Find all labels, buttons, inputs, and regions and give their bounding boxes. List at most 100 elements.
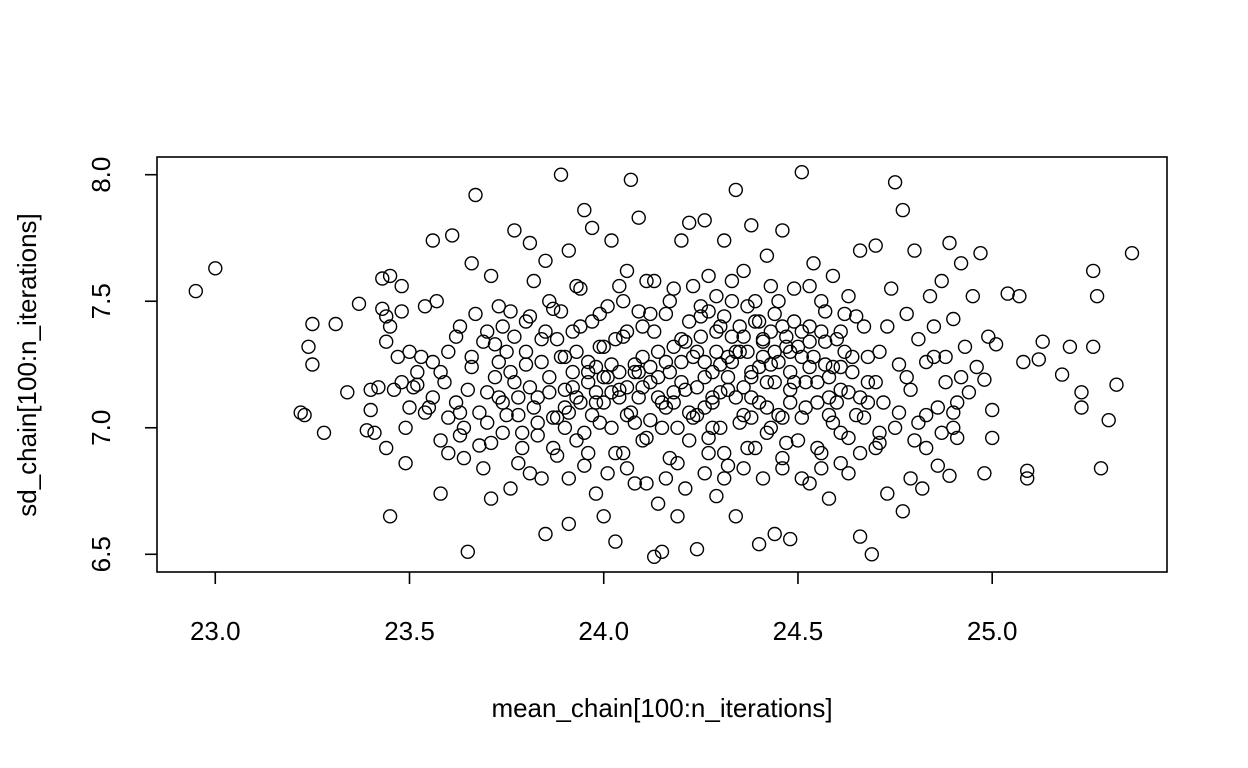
scatter-point xyxy=(460,382,475,397)
scatter-point xyxy=(495,395,510,410)
scatter-point xyxy=(619,324,635,339)
scatter-point xyxy=(487,370,503,385)
scatter-point xyxy=(542,370,557,385)
scatter-point xyxy=(511,390,526,405)
scatter-point xyxy=(678,382,693,397)
scatter-point xyxy=(705,390,720,405)
scatter-point xyxy=(577,425,592,440)
scatter-point xyxy=(755,349,771,365)
scatter-point xyxy=(724,354,740,370)
scatter-point xyxy=(751,314,767,329)
scatter-point xyxy=(930,400,945,415)
scatter-point xyxy=(705,395,720,410)
scatter-point xyxy=(717,445,732,461)
scatter-point xyxy=(697,354,712,370)
scatter-point xyxy=(328,316,343,332)
scatter-point xyxy=(588,486,604,501)
scatter-point xyxy=(394,278,409,294)
scatter-point xyxy=(891,357,907,372)
scatter-point xyxy=(623,172,639,188)
scatter-point xyxy=(985,430,1000,446)
scatter-point xyxy=(604,357,619,372)
plot-frame xyxy=(156,156,1168,573)
scatter-point xyxy=(705,364,720,380)
scatter-point xyxy=(953,256,969,271)
scatter-point xyxy=(301,339,316,354)
scatter-point xyxy=(581,375,596,390)
scatter-point xyxy=(468,306,483,322)
scatter-point xyxy=(670,509,685,524)
scatter-point xyxy=(569,344,584,359)
scatter-point xyxy=(728,344,743,359)
scatter-point xyxy=(584,314,600,329)
scatter-point xyxy=(480,415,495,430)
scatter-point xyxy=(553,304,569,319)
scatter-point xyxy=(701,268,716,284)
scatter-point xyxy=(538,324,553,339)
scatter-point xyxy=(464,349,479,365)
scatter-point xyxy=(942,235,957,251)
scatter-point xyxy=(876,395,891,410)
scatter-point xyxy=(495,319,510,334)
scatter-point xyxy=(903,382,918,397)
scatter-point xyxy=(674,375,689,390)
scatter-point xyxy=(724,294,740,309)
scatter-point xyxy=(507,223,522,238)
scatter-point xyxy=(553,167,569,182)
scatter-point xyxy=(887,420,903,435)
scatter-point xyxy=(1000,286,1015,301)
scatter-point xyxy=(794,471,809,486)
scatter-point xyxy=(833,359,848,375)
scatter-point xyxy=(546,410,561,425)
scatter-point xyxy=(802,334,817,349)
scatter-point xyxy=(363,402,378,418)
scatter-point xyxy=(950,395,965,410)
scatter-point xyxy=(903,471,918,486)
scatter-point xyxy=(608,332,623,347)
scatter-point xyxy=(596,395,611,410)
scatter-point xyxy=(818,357,833,372)
scatter-point xyxy=(705,420,720,435)
scatter-point xyxy=(736,329,751,344)
scatter-point xyxy=(818,334,833,349)
scatter-point xyxy=(934,425,949,440)
scatter-point xyxy=(1101,413,1116,428)
scatter-point xyxy=(713,319,728,334)
scatter-point xyxy=(410,377,425,392)
scatter-point xyxy=(600,370,615,385)
scatter-point xyxy=(1093,461,1109,476)
scatter-point xyxy=(619,380,635,395)
scatter-point xyxy=(441,445,456,461)
scatter-point xyxy=(623,405,639,420)
scatter-point xyxy=(561,471,576,486)
scatter-point xyxy=(592,339,607,354)
scatter-point xyxy=(759,375,775,390)
scatter-point xyxy=(460,544,475,559)
scatter-point xyxy=(790,433,806,448)
scatter-point xyxy=(375,301,390,316)
scatter-point xyxy=(522,466,538,481)
scatter-point xyxy=(798,375,813,390)
scatter-point xyxy=(841,385,856,400)
scatter-point xyxy=(608,534,623,549)
scatter-point xyxy=(1074,385,1089,400)
scatter-point xyxy=(1085,339,1101,354)
scatter-point xyxy=(379,334,394,349)
scatter-point xyxy=(452,319,468,334)
scatter-point xyxy=(821,491,837,506)
scatter-point xyxy=(635,433,650,448)
scatter-point xyxy=(763,278,778,294)
scatter-point xyxy=(491,390,506,405)
scatter-point xyxy=(790,339,806,354)
scatter-point xyxy=(678,481,693,496)
scatter-point xyxy=(763,420,778,435)
scatter-point xyxy=(922,289,938,304)
scatter-point xyxy=(417,405,433,420)
scatter-point xyxy=(744,390,759,405)
scatter-point xyxy=(464,256,479,271)
scatter-point xyxy=(919,407,934,423)
scatter-point xyxy=(856,410,872,425)
scatter-point xyxy=(821,370,837,385)
scatter-point xyxy=(740,440,755,456)
scatter-point xyxy=(969,359,984,375)
